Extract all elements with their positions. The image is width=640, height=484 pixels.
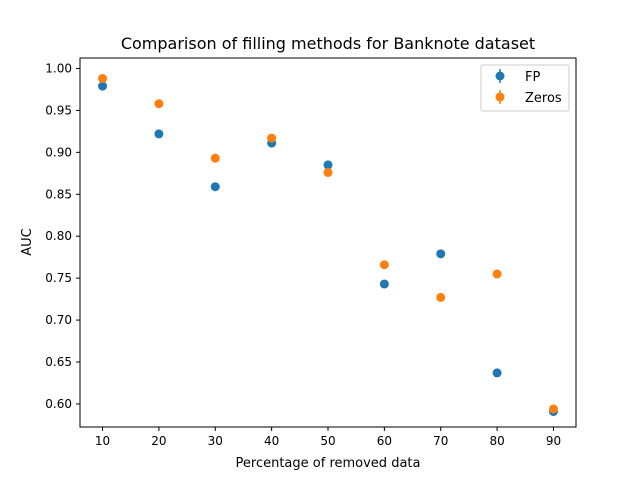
point-zeros bbox=[210, 153, 220, 163]
y-tick-label: 1.00 bbox=[45, 61, 72, 75]
point-zeros bbox=[154, 99, 164, 109]
point-zeros bbox=[267, 133, 277, 143]
point-fp bbox=[323, 160, 333, 170]
legend-label-zeros: Zeros bbox=[525, 91, 562, 106]
y-tick-label: 0.65 bbox=[45, 355, 72, 369]
x-tick-label: 60 bbox=[377, 434, 392, 448]
y-tick-label: 0.90 bbox=[45, 145, 72, 159]
y-tick-label: 0.70 bbox=[45, 313, 72, 327]
chart-title: Comparison of filling methods for Bankno… bbox=[121, 34, 535, 53]
y-tick-label: 0.75 bbox=[45, 271, 72, 285]
y-axis-ticks: 0.60 0.65 0.70 0.75 0.80 0.85 0.90 0.95 1.00 bbox=[45, 61, 80, 411]
x-axis-ticks: 10 20 30 40 50 60 70 80 90 bbox=[95, 427, 561, 448]
y-tick-label: 0.80 bbox=[45, 229, 72, 243]
point-fp bbox=[379, 279, 389, 289]
x-tick-label: 30 bbox=[208, 434, 223, 448]
x-tick-label: 40 bbox=[264, 434, 279, 448]
point-zeros bbox=[492, 269, 502, 279]
x-tick-label: 20 bbox=[151, 434, 166, 448]
point-zeros bbox=[379, 260, 389, 270]
y-tick-label: 0.95 bbox=[45, 103, 72, 117]
legend-marker-fp bbox=[495, 71, 505, 81]
x-tick-label: 10 bbox=[95, 434, 110, 448]
x-tick-label: 50 bbox=[320, 434, 335, 448]
point-fp bbox=[210, 182, 220, 192]
x-axis-label: Percentage of removed data bbox=[236, 456, 421, 471]
y-axis-label: AUC bbox=[20, 228, 35, 256]
x-tick-label: 90 bbox=[546, 434, 561, 448]
point-fp bbox=[492, 368, 502, 378]
point-fp bbox=[154, 129, 164, 139]
plot-area-frame bbox=[79, 57, 577, 428]
point-fp bbox=[98, 81, 108, 91]
point-zeros bbox=[548, 404, 558, 414]
y-tick-label: 0.85 bbox=[45, 187, 72, 201]
point-zeros bbox=[436, 292, 446, 302]
legend-marker-zeros bbox=[495, 92, 505, 102]
x-tick-label: 70 bbox=[433, 434, 448, 448]
point-zeros bbox=[323, 167, 333, 177]
data-points bbox=[98, 74, 558, 416]
point-fp bbox=[436, 249, 446, 259]
point-zeros bbox=[98, 74, 108, 84]
x-tick-label: 80 bbox=[489, 434, 504, 448]
y-tick-label: 0.60 bbox=[45, 397, 72, 411]
legend-label-fp: FP bbox=[525, 70, 540, 85]
legend: FP Zeros bbox=[480, 64, 570, 112]
